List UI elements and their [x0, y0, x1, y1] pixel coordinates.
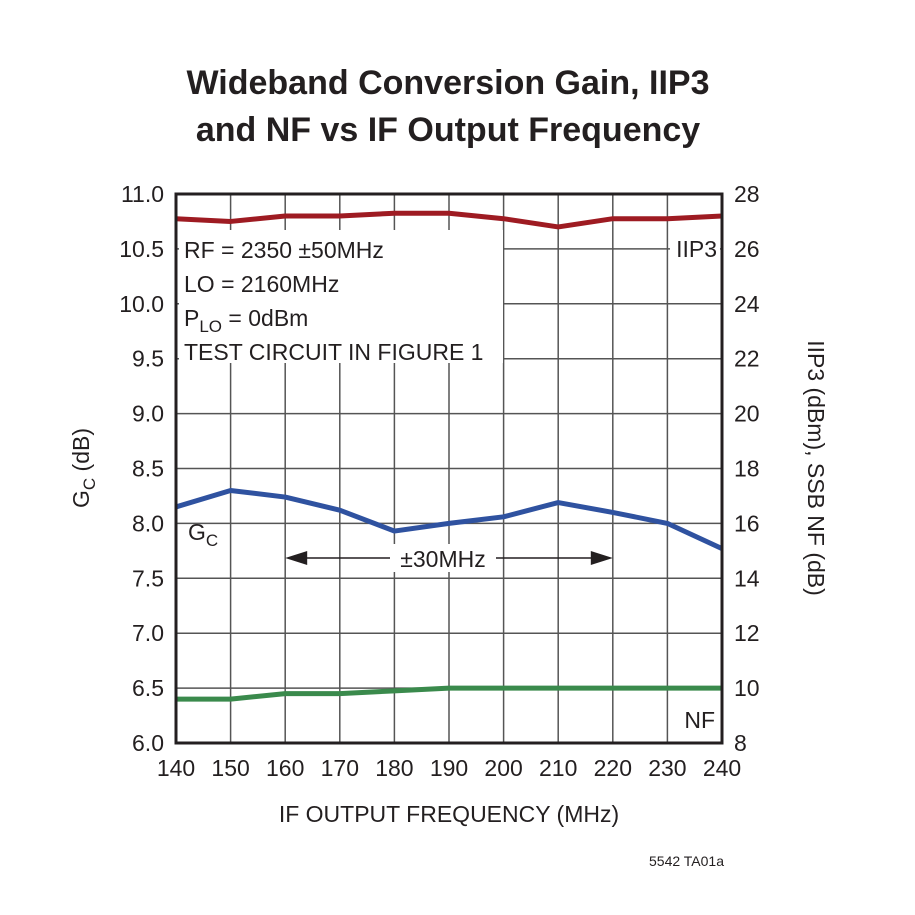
plo-prefix: P: [184, 305, 199, 331]
x-tick-label: 240: [703, 755, 741, 781]
y-tick-label: 7.0: [132, 620, 164, 646]
y-tick-label: 6.0: [132, 730, 164, 756]
arrow-right-icon: [591, 551, 613, 565]
y-tick-label: 10.5: [119, 236, 164, 262]
y-tick-label: 11.0: [121, 181, 164, 207]
x-tick-label: 220: [594, 755, 632, 781]
x-tick-label: 230: [648, 755, 686, 781]
x-tick-label: 180: [375, 755, 413, 781]
y-tick-label: 9.0: [132, 401, 164, 427]
x-tick-label: 160: [266, 755, 304, 781]
y-tick-label: 7.5: [132, 565, 164, 591]
figure-id: 5542 TA01a: [649, 853, 724, 869]
y-tick-label: 8.5: [132, 456, 164, 482]
condition-lo: LO = 2160MHz: [184, 271, 339, 297]
arrow-left-icon: [285, 551, 307, 565]
y2-tick-label: 12: [734, 620, 760, 646]
x-tick-label: 150: [211, 755, 249, 781]
y-tick-label: 9.5: [132, 346, 164, 372]
y2-tick-label: 24: [734, 291, 760, 317]
x-tick-label: 170: [321, 755, 359, 781]
condition-rf: RF = 2350 ±50MHz: [184, 237, 384, 263]
span-label: ±30MHz: [400, 546, 485, 572]
x-tick-label: 200: [484, 755, 522, 781]
plo-suffix: = 0dBm: [222, 305, 308, 331]
y-tick-label: 8.0: [132, 510, 164, 536]
y-label-suffix: (dB): [68, 428, 94, 478]
x-axis-label: IF OUTPUT FREQUENCY (MHz): [279, 801, 619, 827]
x-tick-label: 210: [539, 755, 577, 781]
y2-tick-label: 22: [734, 346, 760, 372]
gc-label-sub: C: [206, 531, 218, 550]
chart-title-line-2: and NF vs IF Output Frequency: [196, 111, 700, 149]
x-tick-label: 190: [430, 755, 468, 781]
condition-test-circuit: TEST CIRCUIT IN FIGURE 1: [184, 339, 483, 365]
y-label-sub: C: [80, 478, 99, 490]
series-label-iip3: IIP3: [676, 236, 717, 262]
y-label-main: G: [68, 490, 94, 508]
chart-title-line-1: Wideband Conversion Gain, IIP3: [187, 64, 710, 102]
series-label-nf: NF: [684, 707, 715, 733]
y2-tick-label: 18: [734, 456, 760, 482]
y2-tick-label: 8: [734, 730, 747, 756]
plo-sub: LO: [199, 317, 222, 336]
y2-tick-label: 26: [734, 236, 760, 262]
y2-axis-label: IIP3 (dBm), SSB NF (dB): [803, 340, 829, 596]
y-axis-label: GC (dB): [68, 428, 99, 508]
y2-tick-label: 14: [734, 565, 760, 591]
y-tick-label: 6.5: [132, 675, 164, 701]
y2-tick-label: 28: [734, 181, 760, 207]
y-tick-label: 10.0: [119, 291, 164, 317]
x-tick-label: 140: [157, 755, 195, 781]
y2-tick-label: 16: [734, 510, 760, 536]
gc-label-main: G: [188, 519, 206, 545]
y2-tick-label: 10: [734, 675, 760, 701]
y2-tick-label: 20: [734, 401, 760, 427]
